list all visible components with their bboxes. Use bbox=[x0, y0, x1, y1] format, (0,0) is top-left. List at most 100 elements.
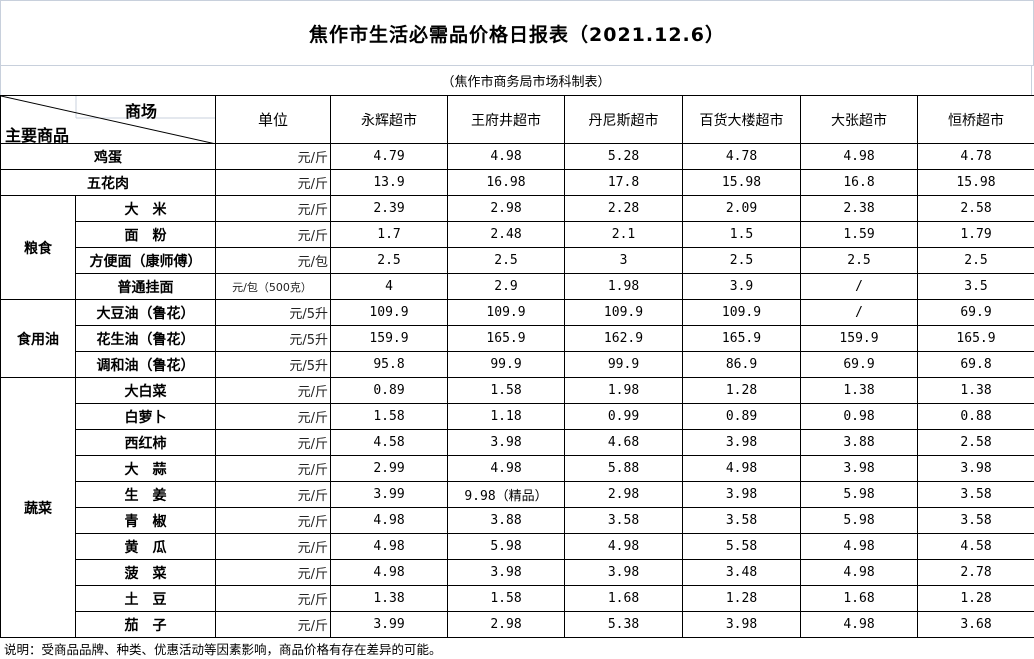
mall-header-label: 商场 bbox=[125, 102, 158, 121]
table-row: 普通挂面 元/包（500克） 4 2.9 1.98 3.9/3.5 bbox=[1, 273, 1034, 300]
unit-cell: 元/斤 bbox=[215, 507, 331, 534]
item-name: 普通挂面 bbox=[75, 273, 216, 300]
price-cell: 99.9 bbox=[447, 351, 565, 378]
price-cell: 16.98 bbox=[447, 169, 565, 196]
price-cell: 3.58 bbox=[564, 507, 683, 534]
item-name: 花生油（鲁花） bbox=[75, 325, 216, 352]
price-cell: 3.5 bbox=[917, 273, 1034, 300]
price-cell: 2.1 bbox=[564, 221, 683, 248]
item-name: 白萝卜 bbox=[75, 403, 216, 430]
price-cell: 3.98 bbox=[800, 455, 918, 482]
goods-header-label: 主要商品 bbox=[5, 126, 70, 144]
table-row: 蔬菜 大白菜 元/斤 0.89 1.58 1.98 1.28 1.38 1.38 bbox=[0, 377, 1034, 638]
table-row: 菠 菜元/斤 4.98 3.98 3.98 3.48 4.98 2.78 bbox=[1, 559, 1034, 586]
price-cell: 5.98 bbox=[447, 533, 565, 560]
price-cell: 3.58 bbox=[682, 507, 801, 534]
price-cell: 86.9 bbox=[682, 351, 801, 378]
item-name: 土 豆 bbox=[75, 585, 216, 612]
price-cell: 17.8 bbox=[564, 169, 683, 196]
report-subtitle: （焦作市商务局市场科制表） bbox=[0, 66, 1032, 95]
unit-header: 单位 bbox=[215, 95, 331, 144]
unit-cell: 元/斤 bbox=[215, 559, 331, 586]
table-row: 生 姜元/斤 3.99 9.98（精品） 2.98 3.98 5.98 3.58 bbox=[1, 481, 1034, 508]
table-row: 西红柿 元/斤 4.58 3.98 4.68 3.98 3.88 2.58 bbox=[1, 429, 1034, 456]
item-name: 青 椒 bbox=[75, 507, 216, 534]
price-cell: 3.9 bbox=[682, 273, 801, 300]
price-cell: 2.5 bbox=[330, 247, 448, 274]
item-name: 面 粉 bbox=[75, 221, 216, 248]
price-cell: 5.98 bbox=[800, 481, 918, 508]
table-row: 粮食大 米元/斤 2.39 2.98 2.28 2.09 2.38 2.58 bbox=[0, 195, 1034, 300]
unit-cell: 元/斤 bbox=[215, 377, 331, 404]
price-cell: 3.98 bbox=[917, 455, 1034, 482]
price-cell: 9.98（精品） bbox=[447, 481, 565, 508]
price-cell: 109.9 bbox=[447, 299, 565, 326]
price-cell: 1.58 bbox=[447, 585, 565, 612]
price-cell: 69.9 bbox=[800, 351, 918, 378]
table-row: 青 椒元/斤 4.98 3.88 3.58 3.58 5.98 3.58 bbox=[1, 507, 1034, 534]
price-cell: 2.09 bbox=[682, 195, 801, 222]
table-row: 五花肉 元/斤 13.9 16.98 17.8 15.98 16.8 15.98 bbox=[0, 169, 1034, 196]
price-cell: 165.9 bbox=[682, 325, 801, 352]
price-cell: 1.38 bbox=[917, 377, 1034, 404]
price-cell: 4.98 bbox=[447, 455, 565, 482]
price-cell: 4.78 bbox=[682, 143, 801, 170]
store-header: 丹尼斯超市 bbox=[564, 95, 683, 144]
price-cell: 109.9 bbox=[330, 299, 448, 326]
store-header: 王府井超市 bbox=[447, 95, 565, 144]
unit-cell: 元/斤 bbox=[215, 481, 331, 508]
table-row: 茄 子元/斤 3.99 2.98 5.38 3.98 4.98 3.68 bbox=[1, 611, 1034, 638]
price-cell: 2.58 bbox=[917, 429, 1034, 456]
price-cell: 3.98 bbox=[682, 429, 801, 456]
price-cell: 1.5 bbox=[682, 221, 801, 248]
unit-cell: 元/斤 bbox=[215, 195, 331, 222]
item-name: 大豆油（鲁花） bbox=[75, 299, 216, 326]
item-name: 五花肉 bbox=[0, 169, 216, 196]
price-cell: 4.98 bbox=[330, 507, 448, 534]
price-cell: 1.68 bbox=[564, 585, 683, 612]
price-cell: 99.9 bbox=[564, 351, 683, 378]
item-name: 大 米 bbox=[75, 195, 216, 222]
table-row: 面 粉元/斤 1.7 2.48 2.1 1.5 1.59 1.79 bbox=[1, 221, 1034, 248]
price-cell: 0.98 bbox=[800, 403, 918, 430]
price-cell: 3.68 bbox=[917, 611, 1034, 638]
price-cell: 1.28 bbox=[682, 377, 801, 404]
price-cell: 3.48 bbox=[682, 559, 801, 586]
item-name: 生 姜 bbox=[75, 481, 216, 508]
table-row: 调和油（鲁花） 元/5升 95.8 99.9 99.9 86.9 69.9 69.8 bbox=[1, 351, 1034, 378]
price-cell: 15.98 bbox=[917, 169, 1034, 196]
unit-cell: 元/斤 bbox=[215, 403, 331, 430]
category-cell: 食用油 bbox=[0, 299, 76, 378]
price-cell: 4.98 bbox=[447, 143, 565, 170]
price-cell: 1.18 bbox=[447, 403, 565, 430]
item-name: 西红柿 bbox=[75, 429, 216, 456]
item-name: 大 蒜 bbox=[75, 455, 216, 482]
price-cell: 13.9 bbox=[330, 169, 448, 196]
price-cell: 2.78 bbox=[917, 559, 1034, 586]
price-cell: 165.9 bbox=[447, 325, 565, 352]
price-cell: 1.98 bbox=[564, 377, 683, 404]
price-cell: 4.78 bbox=[917, 143, 1034, 170]
price-cell: 2.98 bbox=[447, 195, 565, 222]
price-cell: 2.39 bbox=[330, 195, 448, 222]
price-cell: 3 bbox=[564, 247, 683, 274]
table-row: 花生油（鲁花） 元/5升 159.9 165.9 162.9 165.9 159.9 165.… bbox=[1, 325, 1034, 352]
price-cell: 2.5 bbox=[447, 247, 565, 274]
price-cell: 109.9 bbox=[682, 299, 801, 326]
price-cell: 3.98 bbox=[447, 429, 565, 456]
price-cell: 69.9 bbox=[917, 299, 1034, 326]
price-cell: 3.98 bbox=[447, 559, 565, 586]
price-cell: 1.28 bbox=[682, 585, 801, 612]
price-cell: 16.8 bbox=[800, 169, 918, 196]
price-cell: 2.58 bbox=[917, 195, 1034, 222]
price-cell: 3.88 bbox=[800, 429, 918, 456]
footnote: 说明：受商品品牌、种类、优惠活动等因素影响，商品价格有存在差异的可能。 bbox=[4, 642, 442, 657]
price-cell: 69.8 bbox=[917, 351, 1034, 378]
unit-cell: 元/5升 bbox=[215, 325, 331, 352]
unit-cell: 元/包（500克） bbox=[215, 273, 331, 300]
price-cell: 3.88 bbox=[447, 507, 565, 534]
diagonal-header-cell: 商场 主要商品 bbox=[0, 95, 216, 144]
unit-cell: 元/5升 bbox=[215, 351, 331, 378]
price-cell: 4.98 bbox=[330, 533, 448, 560]
price-cell: 1.98 bbox=[564, 273, 683, 300]
